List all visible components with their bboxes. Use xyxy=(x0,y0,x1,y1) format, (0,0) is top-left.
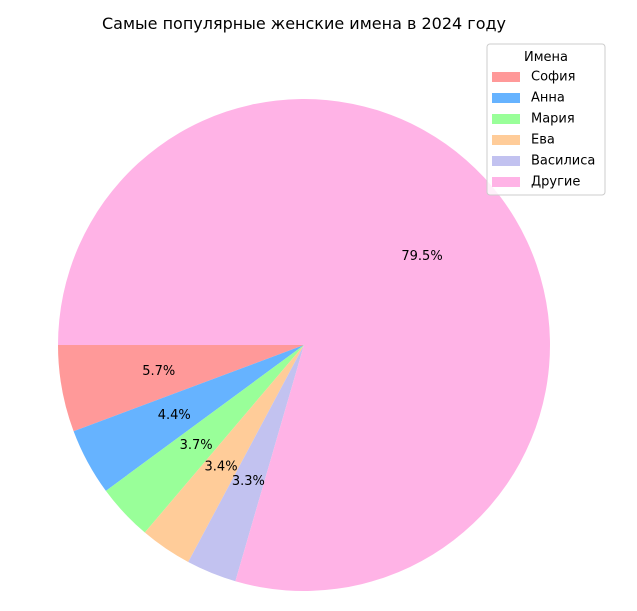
legend-label-6: Другие xyxy=(531,175,580,190)
legend-label-2: Анна xyxy=(531,91,565,106)
legend-label-1: София xyxy=(531,70,575,85)
legend: Имена София Анна Мария Ева Василиса Другие xyxy=(486,43,606,196)
legend-label-3: Мария xyxy=(531,112,575,127)
legend-title: Имена xyxy=(524,50,568,65)
legend-swatch-3 xyxy=(492,114,520,124)
pie-slice-6 xyxy=(58,98,550,592)
pie-slice-4 xyxy=(144,345,304,563)
pie-slices xyxy=(58,98,550,592)
legend-swatch-2 xyxy=(492,93,520,103)
pie-slice-1 xyxy=(58,345,304,432)
pie-slice-label-5: 3.3% xyxy=(232,474,265,489)
pie-slice-label-4: 3.4% xyxy=(205,460,238,475)
pie-slice-5 xyxy=(188,345,304,582)
legend-swatch-4 xyxy=(492,135,520,145)
legend-label-4: Ева xyxy=(531,133,555,148)
legend-swatch-6 xyxy=(492,177,520,187)
legend-label-5: Василиса xyxy=(531,154,595,169)
legend-items: София Анна Мария Ева Василиса Другие xyxy=(492,70,595,190)
pie-slice-label-2: 4.4% xyxy=(158,408,191,423)
pie-slice-label-6: 79.5% xyxy=(401,249,442,264)
pie-percent-labels: 5.7% 4.4% 3.7% 3.4%3.3% 79.5% xyxy=(142,249,442,489)
legend-swatch-5 xyxy=(492,156,520,166)
pie-slice-3 xyxy=(105,345,304,533)
legend-swatch-1 xyxy=(492,72,520,82)
pie-slice-label-1: 5.7% xyxy=(142,364,175,379)
pie-slice-2 xyxy=(73,345,304,491)
pie-slice-label-3: 3.7% xyxy=(180,438,213,453)
chart-title: Самые популярные женские имена в 2024 го… xyxy=(102,14,506,33)
